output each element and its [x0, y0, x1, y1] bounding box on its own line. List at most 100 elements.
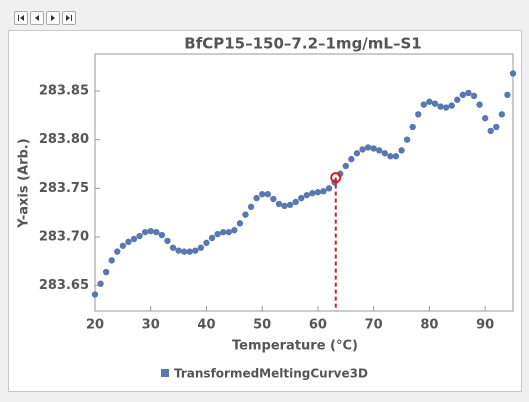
- data-point: [102, 268, 110, 276]
- data-point: [97, 280, 104, 287]
- data-point: [398, 147, 405, 154]
- data-point: [281, 202, 288, 210]
- data-point: [392, 153, 400, 160]
- data-point: [270, 195, 277, 203]
- data-point: [481, 115, 489, 122]
- next-button[interactable]: [46, 11, 60, 25]
- data-point: [225, 228, 232, 236]
- data-point: [420, 101, 428, 108]
- data-point: [437, 103, 444, 110]
- data-point: [325, 185, 333, 192]
- data-point: [314, 189, 322, 196]
- y-axis-label: Y-axis (Arb.): [17, 138, 32, 228]
- data-point: [459, 91, 467, 99]
- y-tick-label: 283.65: [39, 278, 89, 293]
- data-point: [303, 191, 310, 199]
- data-point: [348, 155, 355, 163]
- data-point: [208, 234, 216, 242]
- data-point: [320, 188, 327, 195]
- x-tick-label: 90: [476, 318, 494, 333]
- data-point: [342, 162, 349, 170]
- data-point: [448, 102, 455, 109]
- x-tick-label: 30: [142, 318, 160, 333]
- data-point: [275, 200, 283, 208]
- x-axis-label: Temperature (°C): [232, 339, 358, 354]
- data-point: [114, 248, 121, 255]
- x-tick-label: 80: [420, 318, 438, 333]
- data-point: [236, 220, 244, 227]
- last-button[interactable]: [62, 11, 76, 25]
- icon: [35, 15, 39, 21]
- x-tick-label: 50: [253, 318, 271, 333]
- data-point: [253, 194, 260, 202]
- data-point: [470, 92, 478, 100]
- data-point: [465, 89, 472, 97]
- data-point: [164, 237, 171, 245]
- data-point: [415, 111, 422, 118]
- data-point: [431, 100, 439, 107]
- data-point: [247, 203, 255, 211]
- y-tick-label: 283.85: [39, 83, 89, 98]
- data-point: [381, 150, 389, 157]
- x-tick-label: 60: [309, 318, 327, 333]
- data-point: [487, 127, 494, 135]
- data-point: [353, 150, 361, 157]
- data-point: [376, 147, 383, 154]
- data-point: [298, 194, 305, 202]
- data-point: [192, 247, 199, 254]
- data-point: [493, 123, 500, 131]
- data-point: [91, 291, 99, 298]
- data-point: [504, 91, 511, 99]
- data-point: [186, 248, 193, 255]
- data-point: [180, 248, 188, 255]
- plot-frame: [94, 53, 514, 312]
- y-tick-label: 283.80: [39, 132, 89, 147]
- data-point: [136, 232, 143, 240]
- x-tick-label: 70: [365, 318, 383, 333]
- icon: [51, 15, 55, 21]
- x-tick-label: 40: [197, 318, 215, 333]
- prev-button[interactable]: [30, 11, 44, 25]
- data-point: [108, 257, 115, 264]
- data-point: [426, 98, 433, 105]
- legend-swatch: [161, 369, 169, 377]
- data-point: [370, 145, 377, 152]
- icon: [66, 15, 72, 21]
- chart-title: BfCP15–150–7.2–1mg/mL–S1: [184, 35, 421, 53]
- data-point: [119, 242, 127, 249]
- data-point: [454, 96, 461, 103]
- y-tick-label: 283.75: [39, 181, 89, 196]
- data-point: [203, 239, 210, 247]
- legend-label: TransformedMeltingCurve3D: [174, 367, 368, 381]
- data-point: [286, 201, 294, 209]
- data-point: [259, 190, 266, 198]
- data-point: [498, 111, 506, 118]
- data-point: [409, 123, 416, 131]
- icon: [18, 15, 24, 21]
- data-point: [158, 231, 166, 239]
- data-point: [337, 170, 344, 177]
- data-point: [403, 136, 411, 143]
- data-point: [125, 238, 132, 246]
- data-point: [359, 146, 366, 153]
- data-point: [141, 228, 149, 236]
- data-point: [364, 144, 372, 151]
- data-point: [292, 198, 299, 206]
- data-point: [153, 228, 160, 236]
- data-point: [442, 104, 450, 111]
- data-point: [387, 153, 394, 160]
- panel: [8, 30, 522, 392]
- data-point: [476, 101, 483, 108]
- data-point: [130, 235, 138, 243]
- data-point: [219, 228, 227, 236]
- data-point: [147, 227, 154, 235]
- data-point: [231, 227, 238, 234]
- x-tick-label: 20: [86, 318, 104, 333]
- data-point: [214, 230, 221, 238]
- data-point: [175, 247, 182, 254]
- first-button[interactable]: [14, 11, 28, 25]
- marker-point: [330, 172, 342, 184]
- data-point: [197, 244, 205, 251]
